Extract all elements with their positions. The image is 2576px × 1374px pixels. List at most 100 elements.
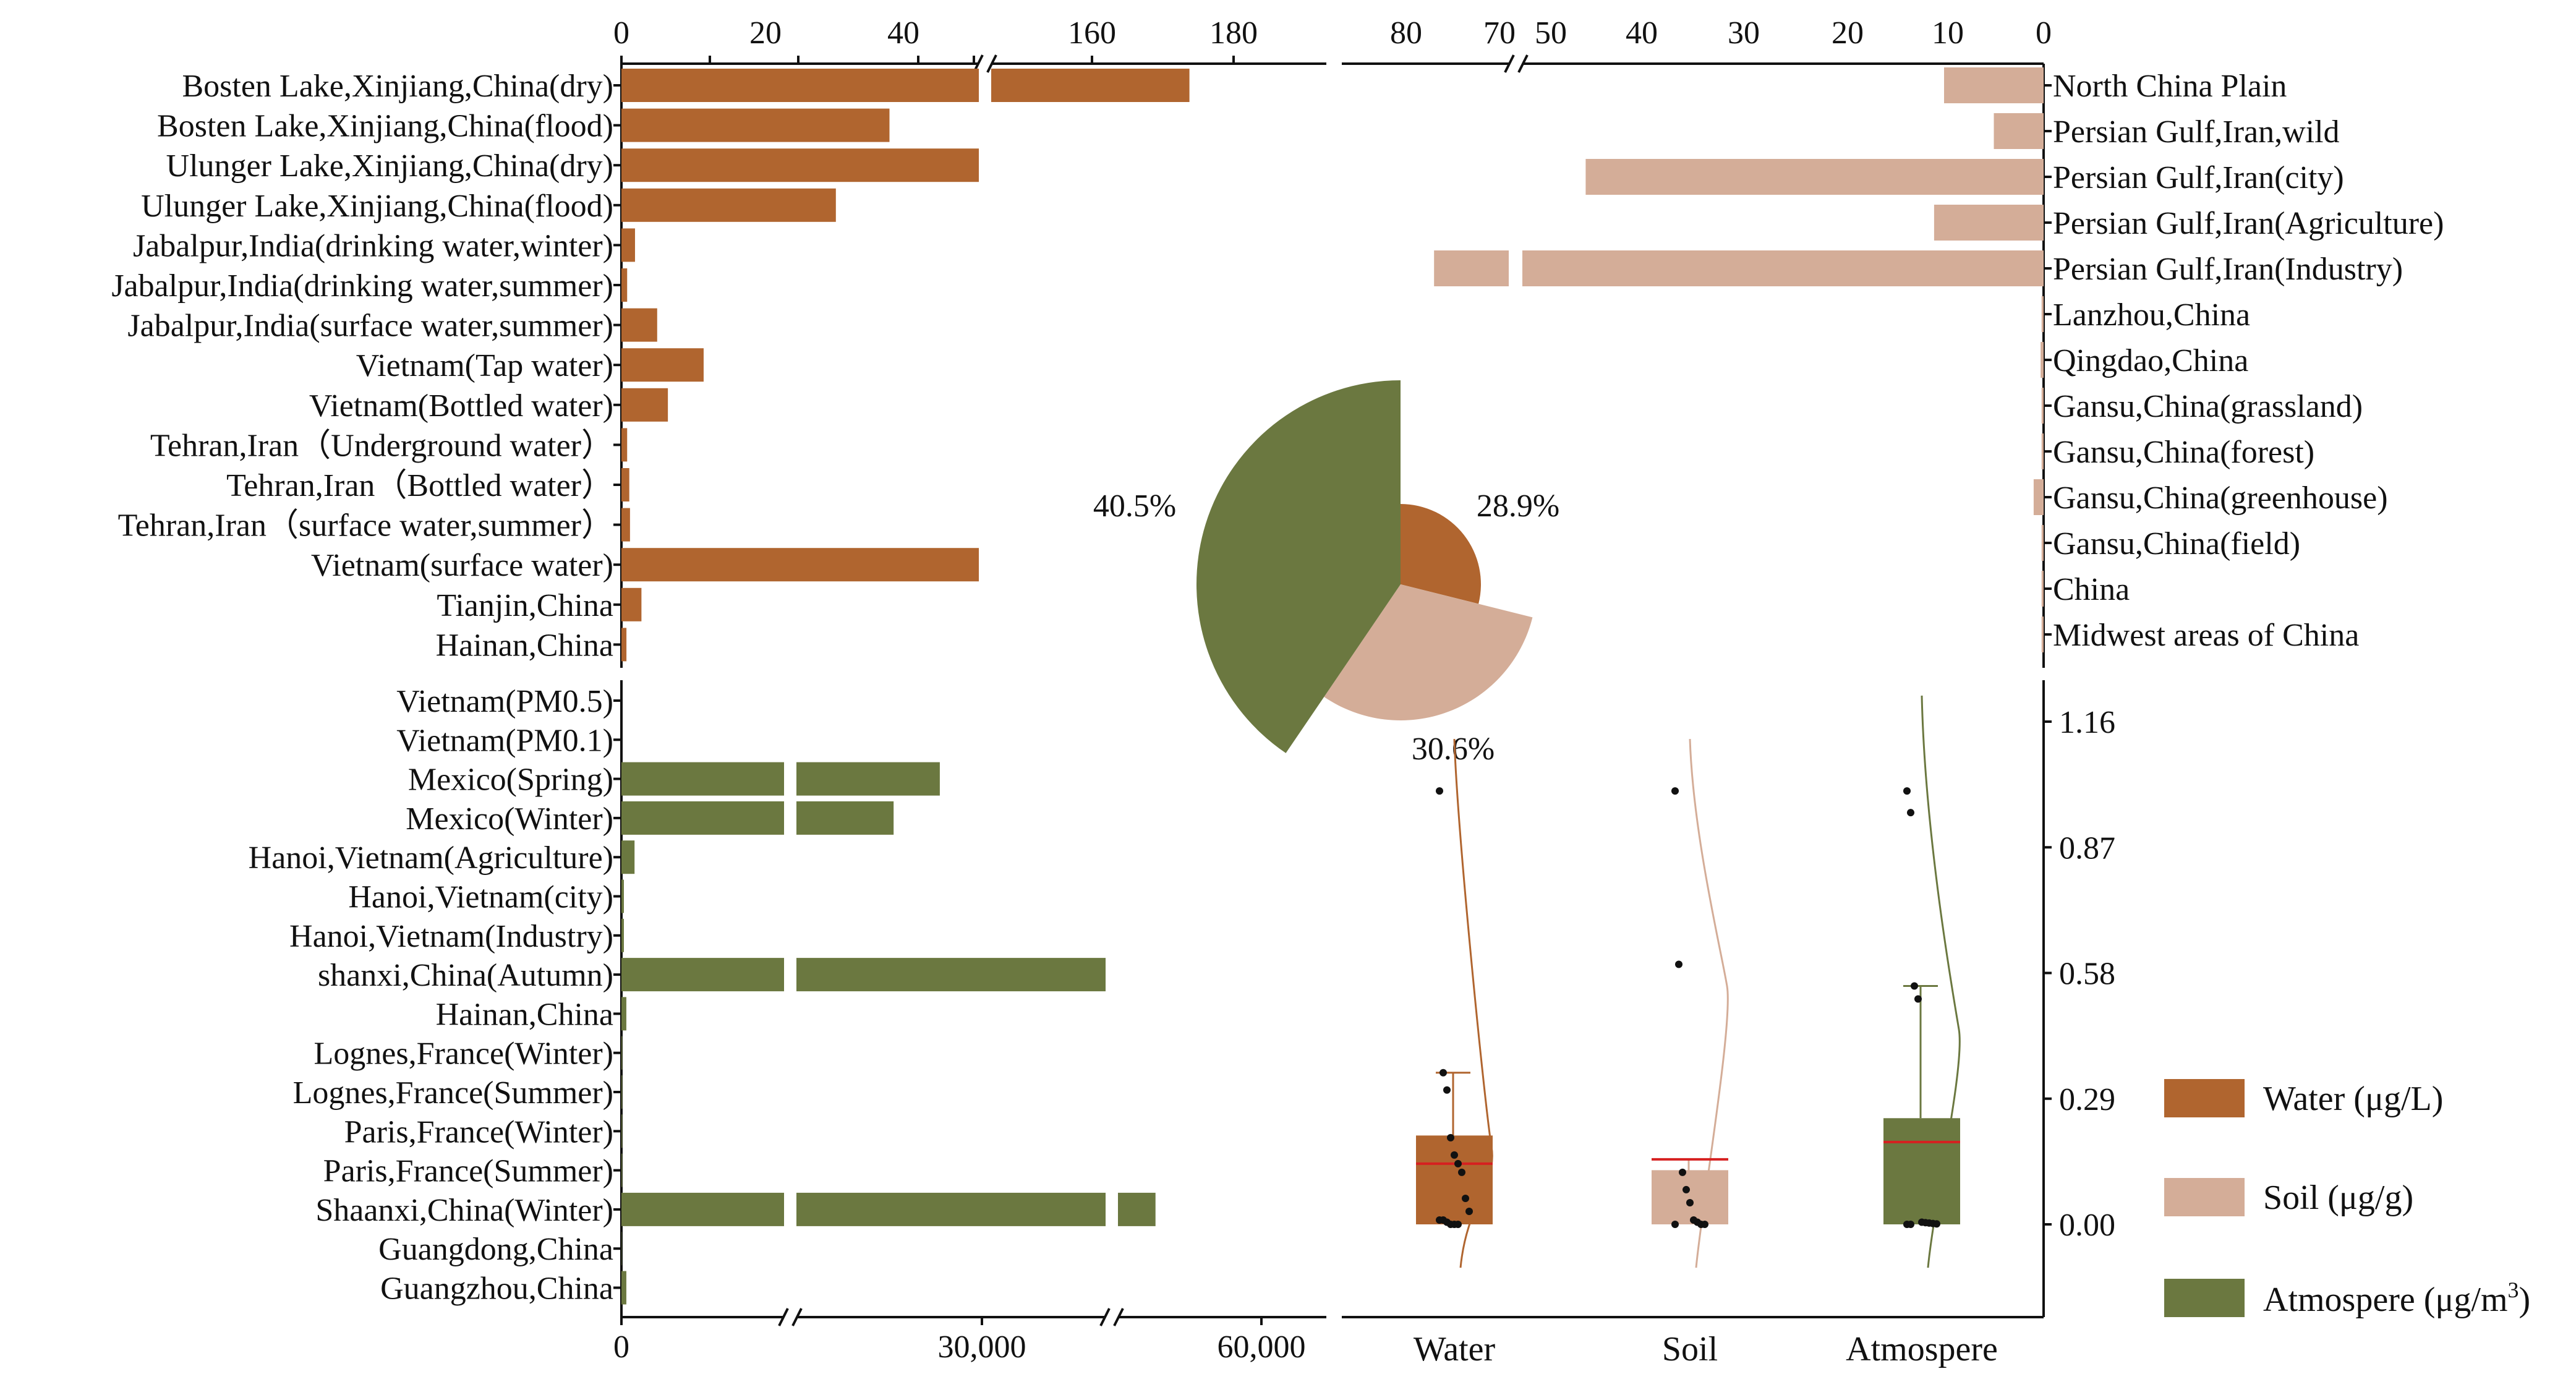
atmosphere-category-label: Mexico(Spring) <box>408 762 613 798</box>
soil-category-label: Persian Gulf,Iran(city) <box>2053 160 2344 195</box>
soil-bar <box>1522 250 2044 286</box>
water-bar <box>621 308 657 342</box>
atmosphere-tick-label: 0 <box>613 1329 629 1365</box>
box-y-tick-label: 0.29 <box>2059 1082 2115 1117</box>
atmosphere-bar <box>621 1036 623 1070</box>
water-category-label: Tehran,Iran（Bottled water） <box>226 468 613 503</box>
box-point-soil <box>1686 1198 1694 1206</box>
water-category-label: Jabalpur,India(drinking water,summer) <box>111 268 613 304</box>
atmosphere-category-label: Hanoi,Vietnam(Agriculture) <box>249 840 613 876</box>
atmosphere-bottom-axis: 0 30,000 60,000 <box>613 1317 1306 1365</box>
atmosphere-bar <box>621 1075 623 1109</box>
atmosphere-category-label: Mexico(Winter) <box>406 801 613 837</box>
water-category-label: Bosten Lake,Xinjiang,China(dry) <box>182 69 613 104</box>
legend-label-atmosphere-sup: 3 <box>2508 1278 2519 1302</box>
box-y-tick-label: 0.00 <box>2059 1208 2115 1243</box>
legend-label-water: Water (μg/L) <box>2263 1080 2443 1118</box>
atmosphere-bar <box>621 879 624 913</box>
soil-tick-label: 30 <box>1728 15 1760 51</box>
box-point-atmosphere <box>1933 1220 1940 1228</box>
soil-category-label: China <box>2053 572 2130 607</box>
atmosphere-bar <box>621 1232 622 1266</box>
box-point-atmosphere <box>1911 982 1918 990</box>
box-category-atmosphere: Atmospere <box>1846 1330 1998 1368</box>
water-bar <box>621 508 630 542</box>
soil-bar <box>2041 617 2044 652</box>
water-tick-label: 0 <box>613 15 629 51</box>
soil-category-label: Persian Gulf,Iran(Agriculture) <box>2053 206 2444 241</box>
soil-bars <box>1434 67 2052 652</box>
atmosphere-bar <box>621 1271 626 1305</box>
water-tick-label: 160 <box>1068 15 1116 51</box>
box-y-axis: 0.00 0.29 0.58 0.87 1.16 <box>2044 705 2115 1243</box>
atmosphere-bar <box>1118 1192 1156 1226</box>
box-point-soil <box>1671 787 1679 795</box>
water-category-label: Jabalpur,India(drinking water,winter) <box>133 228 613 263</box>
box-point-soil <box>1701 1221 1708 1228</box>
soil-bar <box>2041 433 2044 469</box>
box-y-tick-label: 0.58 <box>2059 957 2115 992</box>
water-category-label: Vietnam(Bottled water) <box>309 388 613 424</box>
box-point-atmosphere <box>1907 809 1914 817</box>
box-point-water <box>1462 1194 1469 1202</box>
box-point-water <box>1436 787 1443 795</box>
water-bar <box>621 428 628 462</box>
legend-swatch-water <box>2164 1079 2245 1117</box>
water-bars <box>613 69 1190 662</box>
pie-slice-soil <box>1324 584 1533 720</box>
atmosphere-category-label: Shaanxi,China(Winter) <box>315 1193 613 1228</box>
water-category-label: Jabalpur,India(surface water,summer) <box>127 309 613 344</box>
atmosphere-bar <box>621 1114 623 1148</box>
box-y-tick-label: 1.16 <box>2059 705 2115 740</box>
atmosphere-bar <box>621 918 624 952</box>
soil-category-labels: North China Plain Persian Gulf,Iran,wild P… <box>2053 69 2444 653</box>
atmosphere-bar <box>796 762 940 796</box>
atmosphere-bar <box>621 762 784 796</box>
soil-category-label: Persian Gulf,Iran,wild <box>2053 114 2340 150</box>
legend-label-atmosphere-close: ) <box>2519 1281 2531 1319</box>
water-category-labels: Bosten Lake,Xinjiang,China(dry) Bosten La… <box>111 69 613 663</box>
atmosphere-tick-label: 60,000 <box>1218 1329 1306 1365</box>
atmosphere-bar <box>621 801 784 835</box>
box-point-water <box>1439 1069 1447 1077</box>
box-point-soil <box>1675 960 1683 968</box>
soil-tick-label: 50 <box>1535 15 1567 51</box>
soil-bar <box>1994 113 2044 149</box>
box-point-soil <box>1671 1221 1679 1228</box>
atmosphere-bar <box>796 801 894 835</box>
box-x-axis: Water Soil Atmospere <box>1414 1330 1998 1368</box>
water-category-label: Tianjin,China <box>437 588 613 623</box>
legend: Water (μg/L) Soil (μg/g) Atmospere (μg/m… <box>2164 1079 2530 1319</box>
soil-tick-label: 0 <box>2036 15 2052 51</box>
soil-category-label: Gansu,China(forest) <box>2053 435 2314 470</box>
water-bar <box>621 348 704 382</box>
water-bar <box>621 228 635 262</box>
soil-bar <box>1434 250 1509 286</box>
water-bar <box>621 587 642 621</box>
water-category-label: Hainan,China <box>436 628 613 663</box>
soil-tick-label: 70 <box>1483 15 1516 51</box>
box-point-water <box>1451 1151 1458 1159</box>
box-point-water <box>1465 1207 1473 1215</box>
atmosphere-category-label: Hainan,China <box>436 997 613 1032</box>
pie-chart <box>1196 380 1533 753</box>
atmosphere-category-label: Guangdong,China <box>378 1232 613 1267</box>
soil-category-label: Qingdao,China <box>2053 343 2248 378</box>
water-bar <box>621 148 979 182</box>
soil-bar <box>2033 479 2044 515</box>
box-point-soil <box>1679 1168 1686 1176</box>
atmosphere-category-label: Lognes,France(Winter) <box>314 1036 613 1072</box>
soil-category-label: Midwest areas of China <box>2053 618 2359 653</box>
water-category-label: Tehran,Iran（surface water,summer） <box>118 508 613 544</box>
box-point-atmosphere <box>1903 787 1911 795</box>
soil-category-label: North China Plain <box>2053 69 2287 104</box>
water-bar <box>621 268 628 302</box>
soil-category-label: Persian Gulf,Iran(Industry) <box>2053 252 2403 287</box>
atmosphere-category-label: shanxi,China(Autumn) <box>318 958 613 993</box>
soil-bar <box>2041 525 2044 561</box>
box-category-soil: Soil <box>1662 1330 1718 1368</box>
atmosphere-category-label: Lognes,France(Summer) <box>293 1075 613 1111</box>
atmosphere-bars <box>613 699 1156 1305</box>
water-bar <box>621 388 668 422</box>
soil-tick-label: 20 <box>1832 15 1864 51</box>
